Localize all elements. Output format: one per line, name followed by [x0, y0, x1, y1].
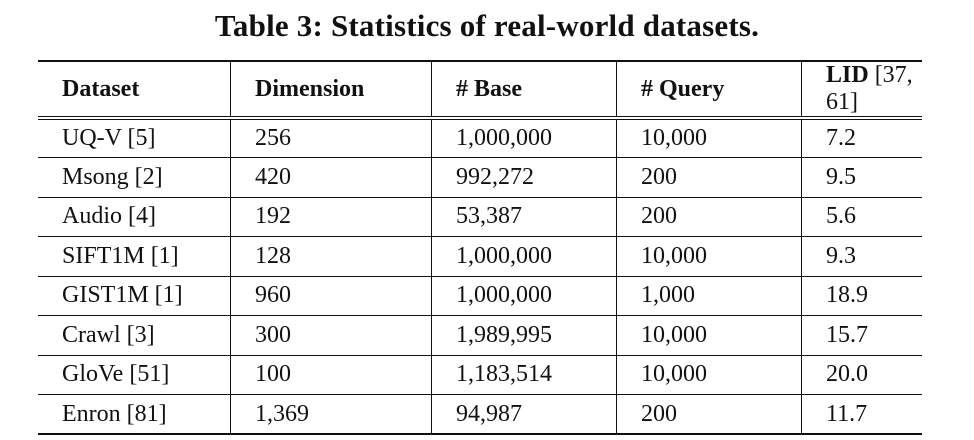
- table-row: GloVe [51] 100 1,183,514 10,000 20.0: [38, 355, 922, 395]
- cell-lid: 15.7: [801, 315, 922, 356]
- header-dimension: Dimension: [230, 60, 432, 120]
- table-caption: Table 3: Statistics of real-world datase…: [214, 8, 760, 43]
- cell-dimension: 256: [230, 118, 432, 158]
- cell-dataset: Crawl [3]: [38, 315, 231, 356]
- cell-query: 200: [616, 157, 802, 198]
- cell-query: 200: [616, 394, 802, 435]
- header-lid-label: LID: [826, 62, 869, 88]
- cell-query: 10,000: [616, 315, 802, 356]
- table-row: Msong [2] 420 992,272 200 9.5: [38, 157, 922, 198]
- table-row: Crawl [3] 300 1,989,995 10,000 15.7: [38, 315, 922, 356]
- table-body: UQ-V [5] 256 1,000,000 10,000 7.2 Msong …: [38, 118, 922, 435]
- datasets-table: Dataset Dimension # Base # Query LID [37…: [38, 60, 922, 435]
- cell-base: 1,000,000: [431, 236, 617, 277]
- cell-base: 1,000,000: [431, 276, 617, 316]
- cell-query: 10,000: [616, 118, 802, 158]
- table-row: Enron [81] 1,369 94,987 200 11.7: [38, 394, 922, 435]
- cell-dataset: UQ-V [5]: [38, 118, 231, 158]
- cell-query: 10,000: [616, 236, 802, 277]
- header-row: Dataset Dimension # Base # Query LID [37…: [38, 60, 922, 120]
- cell-lid: 18.9: [801, 276, 922, 316]
- table-row: UQ-V [5] 256 1,000,000 10,000 7.2: [38, 118, 922, 158]
- cell-dataset: GloVe [51]: [38, 355, 231, 395]
- cell-dataset: GIST1M [1]: [38, 276, 231, 316]
- table-row: SIFT1M [1] 128 1,000,000 10,000 9.3: [38, 236, 922, 277]
- cell-base: 1,000,000: [431, 118, 617, 158]
- cell-base: 1,989,995: [431, 315, 617, 356]
- cell-dimension: 420: [230, 157, 432, 198]
- cell-base: 992,272: [431, 157, 617, 198]
- cell-dataset: SIFT1M [1]: [38, 236, 231, 277]
- table-header: Dataset Dimension # Base # Query LID [37…: [38, 60, 922, 120]
- cell-dimension: 1,369: [230, 394, 432, 435]
- cell-base: 94,987: [431, 394, 617, 435]
- cell-dimension: 192: [230, 197, 432, 237]
- cell-dataset: Enron [81]: [38, 394, 231, 435]
- cell-dataset: Audio [4]: [38, 197, 231, 237]
- cell-query: 1,000: [616, 276, 802, 316]
- cell-dimension: 128: [230, 236, 432, 277]
- cell-dimension: 100: [230, 355, 432, 395]
- cell-lid: 20.0: [801, 355, 922, 395]
- cell-lid: 11.7: [801, 394, 922, 435]
- table-row: Audio [4] 192 53,387 200 5.6: [38, 197, 922, 237]
- header-dataset: Dataset: [38, 60, 231, 120]
- header-query: # Query: [616, 60, 802, 120]
- cell-dataset: Msong [2]: [38, 157, 231, 198]
- cell-lid: 5.6: [801, 197, 922, 237]
- header-base: # Base: [431, 60, 617, 120]
- table-row: GIST1M [1] 960 1,000,000 1,000 18.9: [38, 276, 922, 316]
- header-lid-citation: [37, 61]: [826, 62, 913, 115]
- cell-dimension: 300: [230, 315, 432, 356]
- cell-base: 53,387: [431, 197, 617, 237]
- cell-lid: 7.2: [801, 118, 922, 158]
- cell-dimension: 960: [230, 276, 432, 316]
- cell-base: 1,183,514: [431, 355, 617, 395]
- header-lid: LID [37, 61]: [801, 60, 922, 120]
- cell-query: 200: [616, 197, 802, 237]
- cell-lid: 9.5: [801, 157, 922, 198]
- cell-query: 10,000: [616, 355, 802, 395]
- cell-lid: 9.3: [801, 236, 922, 277]
